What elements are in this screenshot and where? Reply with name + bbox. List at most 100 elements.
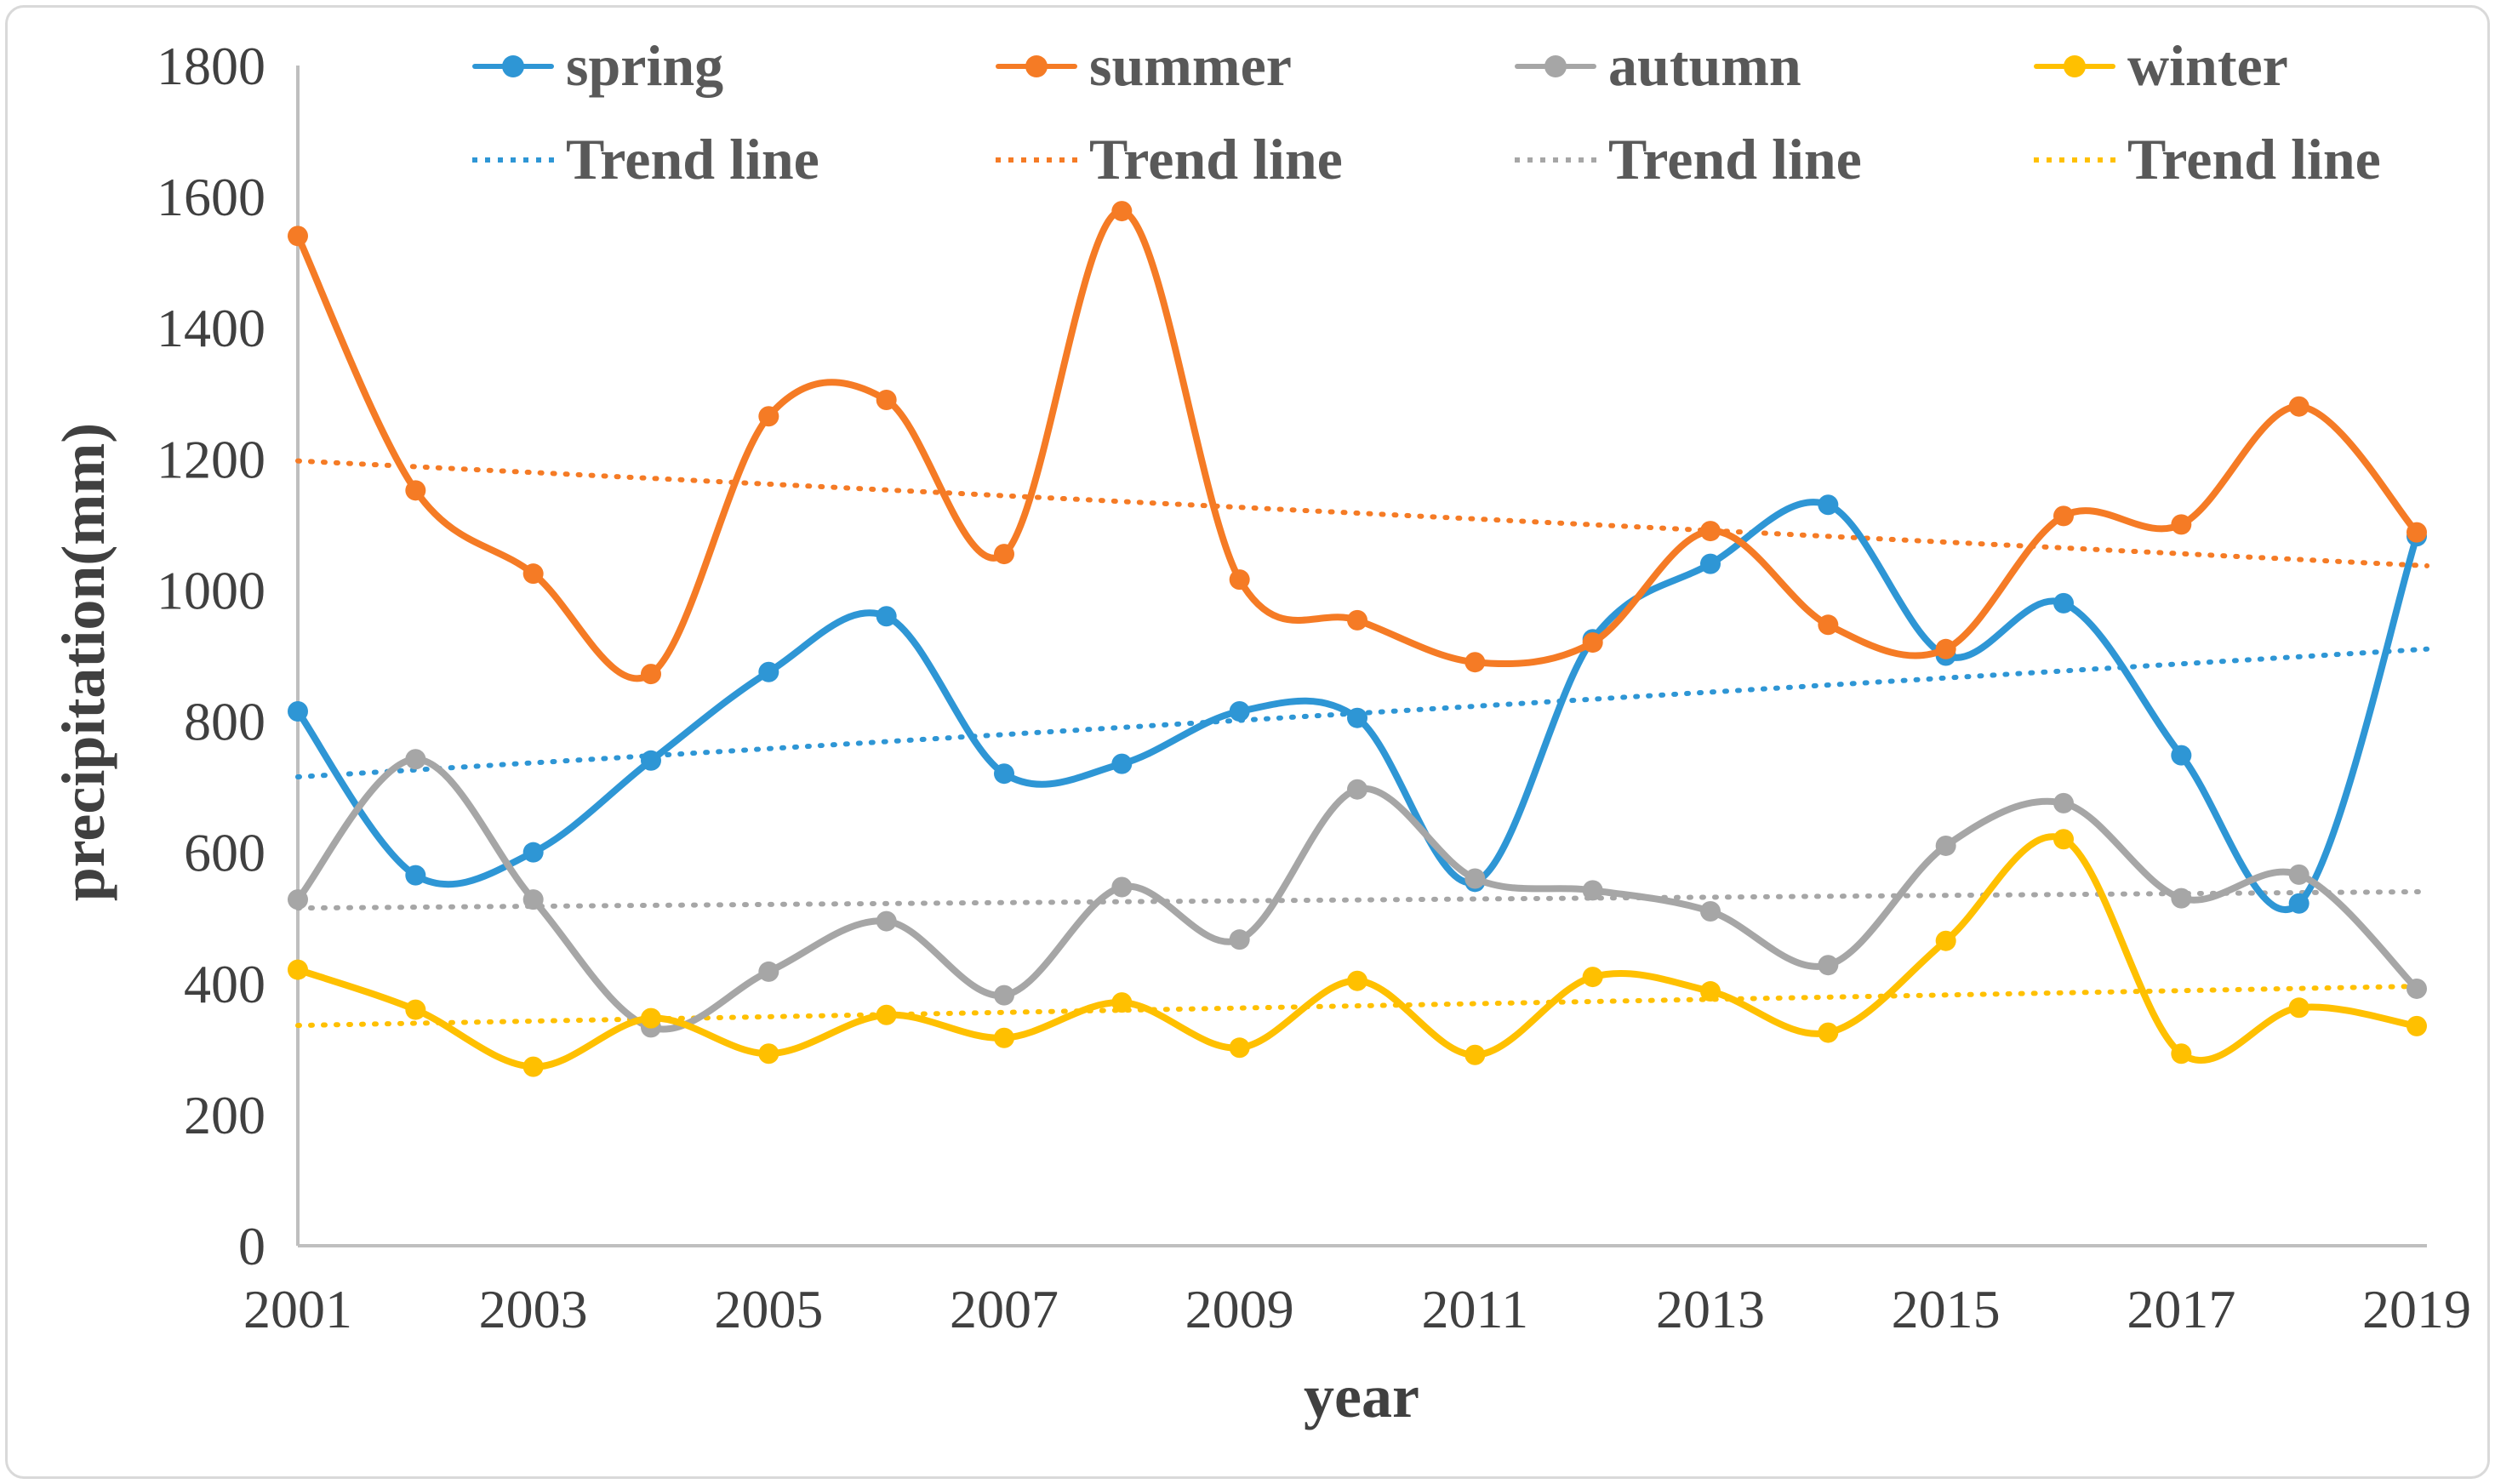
summer-legend-marker (996, 34, 1077, 97)
legend-label-autumn-trend: Trend line (1608, 127, 1862, 191)
summer-point-2008 (1111, 201, 1133, 222)
winter-trend-legend-marker (2034, 128, 2115, 191)
summer-point-2003 (522, 563, 544, 585)
legend-item-autumn-trend: Trend line (1515, 128, 1862, 191)
autumn-point-2015 (1935, 835, 1956, 856)
spring-point-2005 (758, 661, 779, 682)
spring-legend-marker (472, 34, 554, 97)
winter-point-2003 (522, 1056, 544, 1077)
spring-trend-legend-marker (472, 128, 554, 191)
winter-point-2017 (2171, 1043, 2192, 1064)
winter-markers (288, 829, 2427, 1077)
summer-markers (288, 201, 2427, 685)
autumn-trend-line (295, 888, 2429, 911)
winter-point-2015 (1935, 930, 1956, 951)
autumn-point-2018 (2288, 864, 2309, 885)
autumn-point-2007 (994, 985, 1014, 1006)
summer-point-2018 (2288, 396, 2309, 417)
summer-point-2002 (405, 480, 426, 501)
winter-point-2012 (1582, 967, 1603, 988)
autumn-point-2012 (1582, 880, 1603, 901)
spring-point-2013 (1700, 553, 1721, 574)
winter-point-2006 (876, 1004, 897, 1025)
x-tick-label: 2017 (2127, 1279, 2235, 1339)
autumn-point-2003 (522, 889, 544, 910)
x-tick-label: 2009 (1185, 1279, 1294, 1339)
summer-point-2012 (1582, 632, 1603, 654)
spring-point-2010 (1347, 707, 1367, 728)
autumn-point-2010 (1347, 779, 1367, 800)
summer-point-2001 (288, 225, 308, 247)
winter-point-2011 (1464, 1044, 1486, 1065)
winter-line (294, 833, 2420, 1070)
spring-point-2014 (1818, 494, 1839, 516)
x-tick-label: 2007 (950, 1279, 1059, 1339)
autumn-point-2019 (2407, 978, 2427, 999)
winter-point-2009 (1229, 1037, 1250, 1059)
winter-point-2001 (288, 959, 308, 980)
winter-point-2019 (2407, 1015, 2427, 1036)
spring-point-2001 (288, 700, 308, 722)
autumn-point-2016 (2053, 792, 2074, 813)
summer-line (294, 208, 2420, 682)
x-tick-label: 2013 (1656, 1279, 1765, 1339)
legend-item-winter-trend: Trend line (2034, 128, 2381, 191)
autumn-point-2009 (1229, 929, 1250, 950)
autumn-legend-marker (1515, 34, 1596, 97)
autumn-point-2011 (1464, 868, 1486, 889)
summer-point-2010 (1347, 609, 1367, 631)
legend-item-spring-trend: Trend line (472, 128, 819, 191)
y-axis-title: precipitation(mm) (49, 422, 117, 902)
x-tick-label: 2003 (479, 1279, 588, 1339)
spring-line (294, 499, 2420, 913)
winter-point-2004 (641, 1007, 661, 1029)
legend-label-winter: winter (2127, 33, 2288, 98)
spring-point-2016 (2053, 592, 2074, 614)
winter-point-2018 (2288, 997, 2309, 1019)
y-tick-label: 400 (184, 954, 265, 1014)
winter-point-2010 (1347, 970, 1367, 991)
summer-point-2014 (1818, 614, 1839, 636)
autumn-point-2001 (288, 889, 308, 910)
autumn-trend-legend-marker (1515, 128, 1596, 191)
spring-point-2006 (876, 606, 897, 627)
summer-point-2017 (2171, 514, 2192, 535)
y-tick-label: 200 (184, 1085, 265, 1145)
legend-item-winter: winter (2034, 34, 2288, 97)
spring-point-2008 (1111, 753, 1133, 774)
legend-item-summer-trend: Trend line (996, 128, 1343, 191)
legend-label-spring-trend: Trend line (566, 127, 819, 191)
summer-point-2013 (1700, 521, 1721, 542)
autumn-point-2006 (876, 910, 897, 932)
winter-point-2002 (405, 999, 426, 1020)
summer-point-2007 (994, 544, 1014, 565)
spring-markers (288, 494, 2427, 914)
x-tick-label: 2015 (1892, 1279, 2001, 1339)
autumn-point-2013 (1700, 901, 1721, 922)
x-tick-label: 2011 (1422, 1279, 1529, 1339)
spring-point-2004 (641, 750, 661, 771)
winter-point-2013 (1700, 981, 1721, 1002)
legend-item-summer: summer (996, 34, 1292, 97)
winter-point-2016 (2053, 829, 2074, 850)
winter-point-2005 (758, 1043, 779, 1064)
x-tick-label: 2001 (243, 1279, 352, 1339)
summer-point-2019 (2407, 522, 2427, 543)
summer-trend-line (295, 458, 2429, 568)
winter-point-2014 (1818, 1022, 1839, 1043)
y-tick-label: 0 (238, 1216, 265, 1276)
autumn-point-2014 (1818, 955, 1839, 976)
legend-item-spring: spring (472, 34, 723, 97)
legend-label-summer-trend: Trend line (1089, 127, 1343, 191)
spring-point-2003 (522, 842, 544, 863)
summer-point-2006 (876, 389, 897, 410)
autumn-point-2008 (1111, 876, 1133, 898)
y-tick-label: 1200 (157, 429, 265, 489)
summer-point-2004 (641, 664, 661, 685)
autumn-markers (288, 749, 2427, 1038)
y-tick-label: 1000 (157, 560, 265, 620)
summer-point-2011 (1464, 652, 1486, 673)
legend-item-autumn: autumn (1515, 34, 1801, 97)
